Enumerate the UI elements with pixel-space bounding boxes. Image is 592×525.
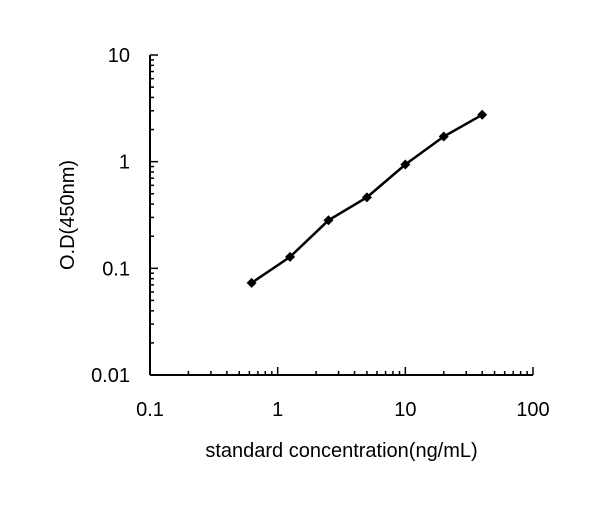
y-tick-label: 0.01 (91, 365, 130, 387)
data-point-marker (477, 109, 488, 120)
axes: 0.1 1 10 100 0.01 0.1 1 10 (91, 45, 550, 421)
x-tick-label: 10 (394, 399, 416, 421)
data-point-marker (438, 131, 449, 142)
x-axis-title: standard concentration(ng/mL) (205, 440, 477, 462)
x-axis-ticks: 0.1 1 10 100 (136, 367, 550, 421)
data-point-marker (323, 215, 334, 226)
data-point-marker (246, 277, 257, 288)
y-tick-label: 0.1 (102, 258, 130, 280)
data-point-marker (400, 159, 411, 170)
y-tick-label: 1 (119, 152, 130, 174)
y-axis-title: O.D(450nm) (57, 160, 79, 270)
x-tick-label: 1 (272, 399, 283, 421)
y-tick-label: 10 (108, 45, 130, 67)
x-tick-label: 100 (516, 399, 549, 421)
y-axis-ticks: 0.01 0.1 1 10 (91, 45, 158, 387)
data-point-marker (361, 192, 372, 203)
data-series (246, 109, 488, 288)
x-tick-label: 0.1 (136, 399, 164, 421)
data-point-marker (285, 251, 296, 262)
